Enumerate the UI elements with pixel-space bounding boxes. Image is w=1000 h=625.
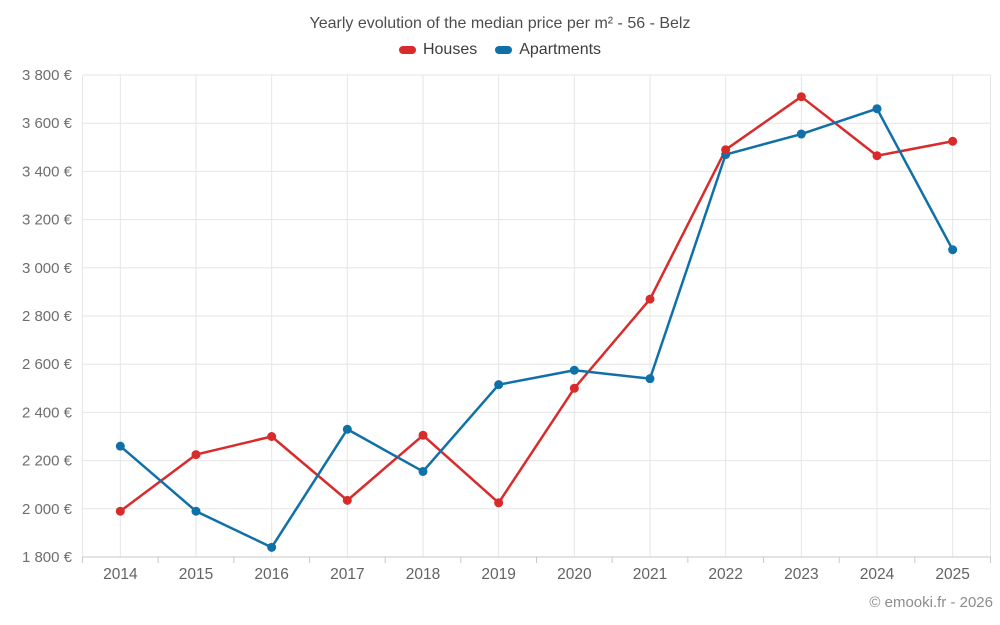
x-axis-tick-label: 2015 bbox=[179, 566, 213, 583]
houses-legend-swatch-icon bbox=[398, 46, 416, 54]
y-axis-tick-label: 2 200 € bbox=[22, 453, 73, 470]
point-houses-2025[interactable] bbox=[948, 136, 958, 146]
x-axis-tick-label: 2016 bbox=[254, 566, 288, 583]
point-houses-2022[interactable] bbox=[721, 145, 731, 155]
y-axis-tick-label: 1 800 € bbox=[22, 549, 73, 566]
y-axis-tick-label: 2 600 € bbox=[22, 356, 73, 373]
y-axis-tick-label: 3 000 € bbox=[22, 260, 73, 277]
y-axis-tick-label: 2 800 € bbox=[22, 308, 73, 325]
apartments-legend-swatch-icon bbox=[495, 46, 513, 54]
y-axis-tick-label: 3 400 € bbox=[22, 163, 73, 180]
legend-item-apartments[interactable]: Apartments bbox=[495, 41, 601, 59]
point-houses-2021[interactable] bbox=[645, 294, 655, 304]
point-apartments-2023[interactable] bbox=[796, 129, 806, 139]
chart-title: Yearly evolution of the median price per… bbox=[309, 15, 691, 32]
point-apartments-2018[interactable] bbox=[418, 466, 428, 476]
point-houses-2024[interactable] bbox=[872, 151, 882, 161]
point-apartments-2015[interactable] bbox=[191, 506, 201, 516]
point-apartments-2020[interactable] bbox=[569, 365, 579, 375]
point-houses-2017[interactable] bbox=[342, 495, 352, 505]
point-apartments-2017[interactable] bbox=[342, 424, 352, 434]
x-axis-tick-label: 2022 bbox=[708, 566, 742, 583]
point-houses-2016[interactable] bbox=[267, 432, 277, 441]
y-axis-tick-label: 2 400 € bbox=[22, 404, 73, 421]
point-houses-2023[interactable] bbox=[796, 92, 806, 102]
x-axis-tick-label: 2024 bbox=[860, 566, 895, 583]
x-axis-tick-label: 2017 bbox=[330, 566, 364, 583]
point-apartments-2024[interactable] bbox=[872, 104, 882, 114]
x-axis-tick-label: 2020 bbox=[557, 566, 592, 583]
point-houses-2014[interactable] bbox=[115, 506, 125, 516]
x-axis-tick-label: 2025 bbox=[935, 566, 969, 583]
y-axis-tick-label: 2 000 € bbox=[22, 501, 73, 518]
point-apartments-2025[interactable] bbox=[948, 245, 958, 255]
houses-series-line bbox=[119, 95, 954, 513]
x-axis-tick-label: 2014 bbox=[103, 566, 138, 583]
point-houses-2015[interactable] bbox=[191, 450, 201, 460]
point-apartments-2019[interactable] bbox=[494, 380, 504, 390]
legend-label-apartments: Apartments bbox=[519, 41, 602, 58]
x-axis-tick-label: 2018 bbox=[406, 566, 440, 583]
apartments-series-line bbox=[119, 107, 954, 549]
x-axis-tick-label: 2023 bbox=[784, 566, 818, 583]
point-houses-2019[interactable] bbox=[494, 498, 504, 508]
y-axis-tick-label: 3 600 € bbox=[22, 115, 73, 132]
x-axis-tick-label: 2021 bbox=[633, 566, 667, 583]
point-apartments-2014[interactable] bbox=[115, 441, 125, 451]
point-houses-2020[interactable] bbox=[569, 383, 579, 393]
y-axis-tick-label: 3 200 € bbox=[22, 212, 73, 229]
x-axis-tick-label: 2019 bbox=[481, 566, 515, 583]
point-houses-2018[interactable] bbox=[418, 430, 428, 440]
copyright-footer: © emooki.fr - 2026 bbox=[869, 594, 993, 611]
y-axis-tick-label: 3 800 € bbox=[22, 67, 73, 84]
legend-label-houses: Houses bbox=[422, 41, 478, 58]
point-apartments-2021[interactable] bbox=[645, 374, 655, 384]
legend-item-houses[interactable]: Houses bbox=[398, 41, 478, 59]
point-apartments-2016[interactable] bbox=[267, 542, 277, 552]
chart-legend: Houses Apartments bbox=[0, 41, 1000, 59]
